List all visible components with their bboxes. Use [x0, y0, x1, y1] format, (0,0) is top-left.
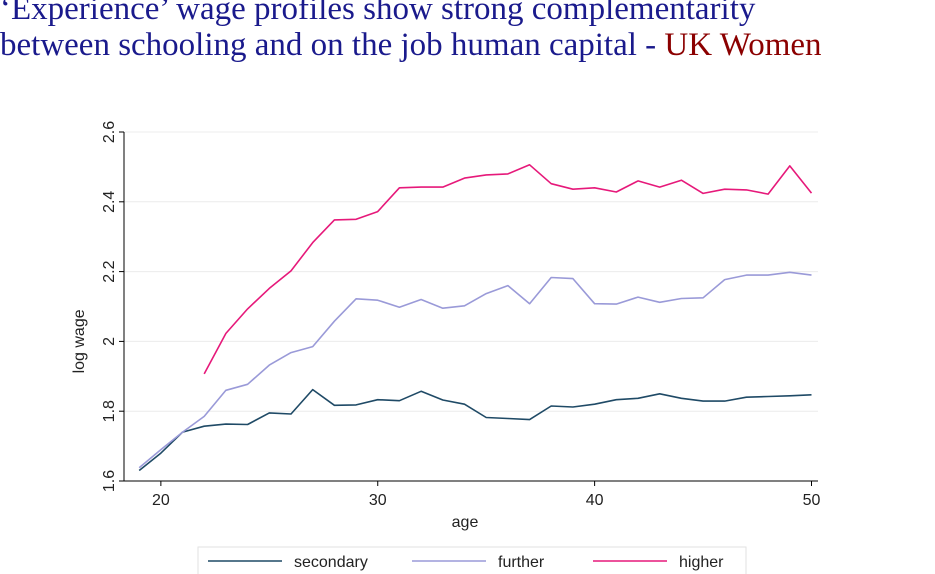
series-line-further: [138, 271, 812, 469]
title-highlight: UK Women: [664, 27, 822, 63]
series-line-secondary: [138, 388, 812, 472]
title-line-2: between schooling and on the job human c…: [0, 27, 935, 63]
legend-label-secondary: secondary: [294, 554, 368, 571]
legend-label-further: further: [498, 554, 545, 571]
y-tick-label-0: 1.6: [101, 470, 118, 492]
title-line-2-text: between schooling and on the job human c…: [0, 27, 657, 63]
y-tick-label-3: 2.2: [101, 260, 118, 282]
x-tick-label-2: 40: [586, 492, 604, 509]
y-tick-label-1: 1.8: [101, 400, 118, 422]
chart-panel: 1.6 1.8 2 2.2 2.4 2.6 20 30 40 50 age log wage secon…: [46, 108, 838, 574]
slide-title: ‘Experience’ wage profiles show strong c…: [0, 0, 935, 63]
x-tick-label-1: 30: [369, 492, 387, 509]
y-tick-label-4: 2.4: [101, 191, 118, 213]
x-tick-label-3: 50: [803, 492, 821, 509]
y-tick-label-5: 2.6: [101, 121, 118, 143]
y-axis-title: log wage: [71, 309, 88, 373]
x-tick-label-0: 20: [152, 492, 170, 509]
x-axis-title: age: [452, 514, 479, 531]
title-line-1: ‘Experience’ wage profiles show strong c…: [0, 0, 756, 27]
y-tick-label-2: 2: [101, 337, 118, 346]
line-chart: 1.6 1.8 2 2.2 2.4 2.6 20 30 40 50 age log wage secon…: [71, 121, 821, 574]
series-line-higher: [203, 163, 813, 375]
legend-label-higher: higher: [679, 554, 724, 571]
